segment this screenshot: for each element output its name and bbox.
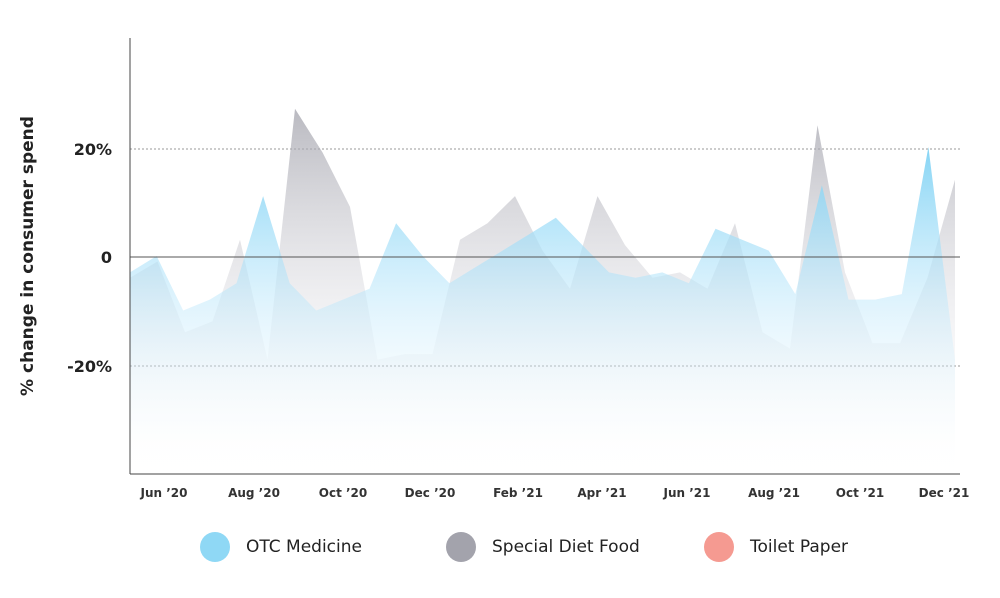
y-tick-label: -20% bbox=[67, 357, 112, 376]
y-axis-label: % change in consumer spend bbox=[18, 116, 38, 396]
x-tick-label: Aug ’21 bbox=[748, 486, 800, 500]
legend-item-toilet-paper[interactable]: Toilet Paper bbox=[704, 530, 848, 564]
x-tick-label: Oct ’21 bbox=[836, 486, 885, 500]
x-tick-label: Jun ’20 bbox=[140, 486, 188, 500]
legend: OTC Medicine Special Diet Food Toilet Pa… bbox=[0, 530, 1000, 564]
x-tick-label: Jun ’21 bbox=[663, 486, 711, 500]
y-tick-label: 20% bbox=[74, 140, 112, 159]
legend-label: Toilet Paper bbox=[750, 537, 849, 557]
legend-swatch-special-diet-food bbox=[446, 532, 476, 562]
chart: 20% 0 -20% Jun ’20 Aug ’20 Oct ’20 Dec ’… bbox=[18, 38, 970, 500]
legend-item-special-diet-food[interactable]: Special Diet Food bbox=[446, 530, 640, 564]
legend-item-otc-medicine[interactable]: OTC Medicine bbox=[200, 530, 362, 564]
y-tick-label: 0 bbox=[101, 248, 112, 267]
legend-swatch-otc-medicine bbox=[200, 532, 230, 562]
x-ticks: Jun ’20 Aug ’20 Oct ’20 Dec ’20 Feb ’21 … bbox=[140, 486, 970, 500]
x-tick-label: Feb ’21 bbox=[493, 486, 543, 500]
legend-label: OTC Medicine bbox=[246, 537, 362, 557]
x-tick-label: Dec ’20 bbox=[405, 486, 456, 500]
legend-label: Special Diet Food bbox=[492, 537, 640, 557]
y-ticks: 20% 0 -20% bbox=[67, 140, 112, 376]
x-tick-label: Aug ’20 bbox=[228, 486, 280, 500]
x-tick-label: Apr ’21 bbox=[577, 486, 626, 500]
area-otc-medicine bbox=[130, 147, 955, 474]
x-tick-label: Dec ’21 bbox=[919, 486, 970, 500]
legend-swatch-toilet-paper bbox=[704, 532, 734, 562]
x-tick-label: Oct ’20 bbox=[319, 486, 368, 500]
